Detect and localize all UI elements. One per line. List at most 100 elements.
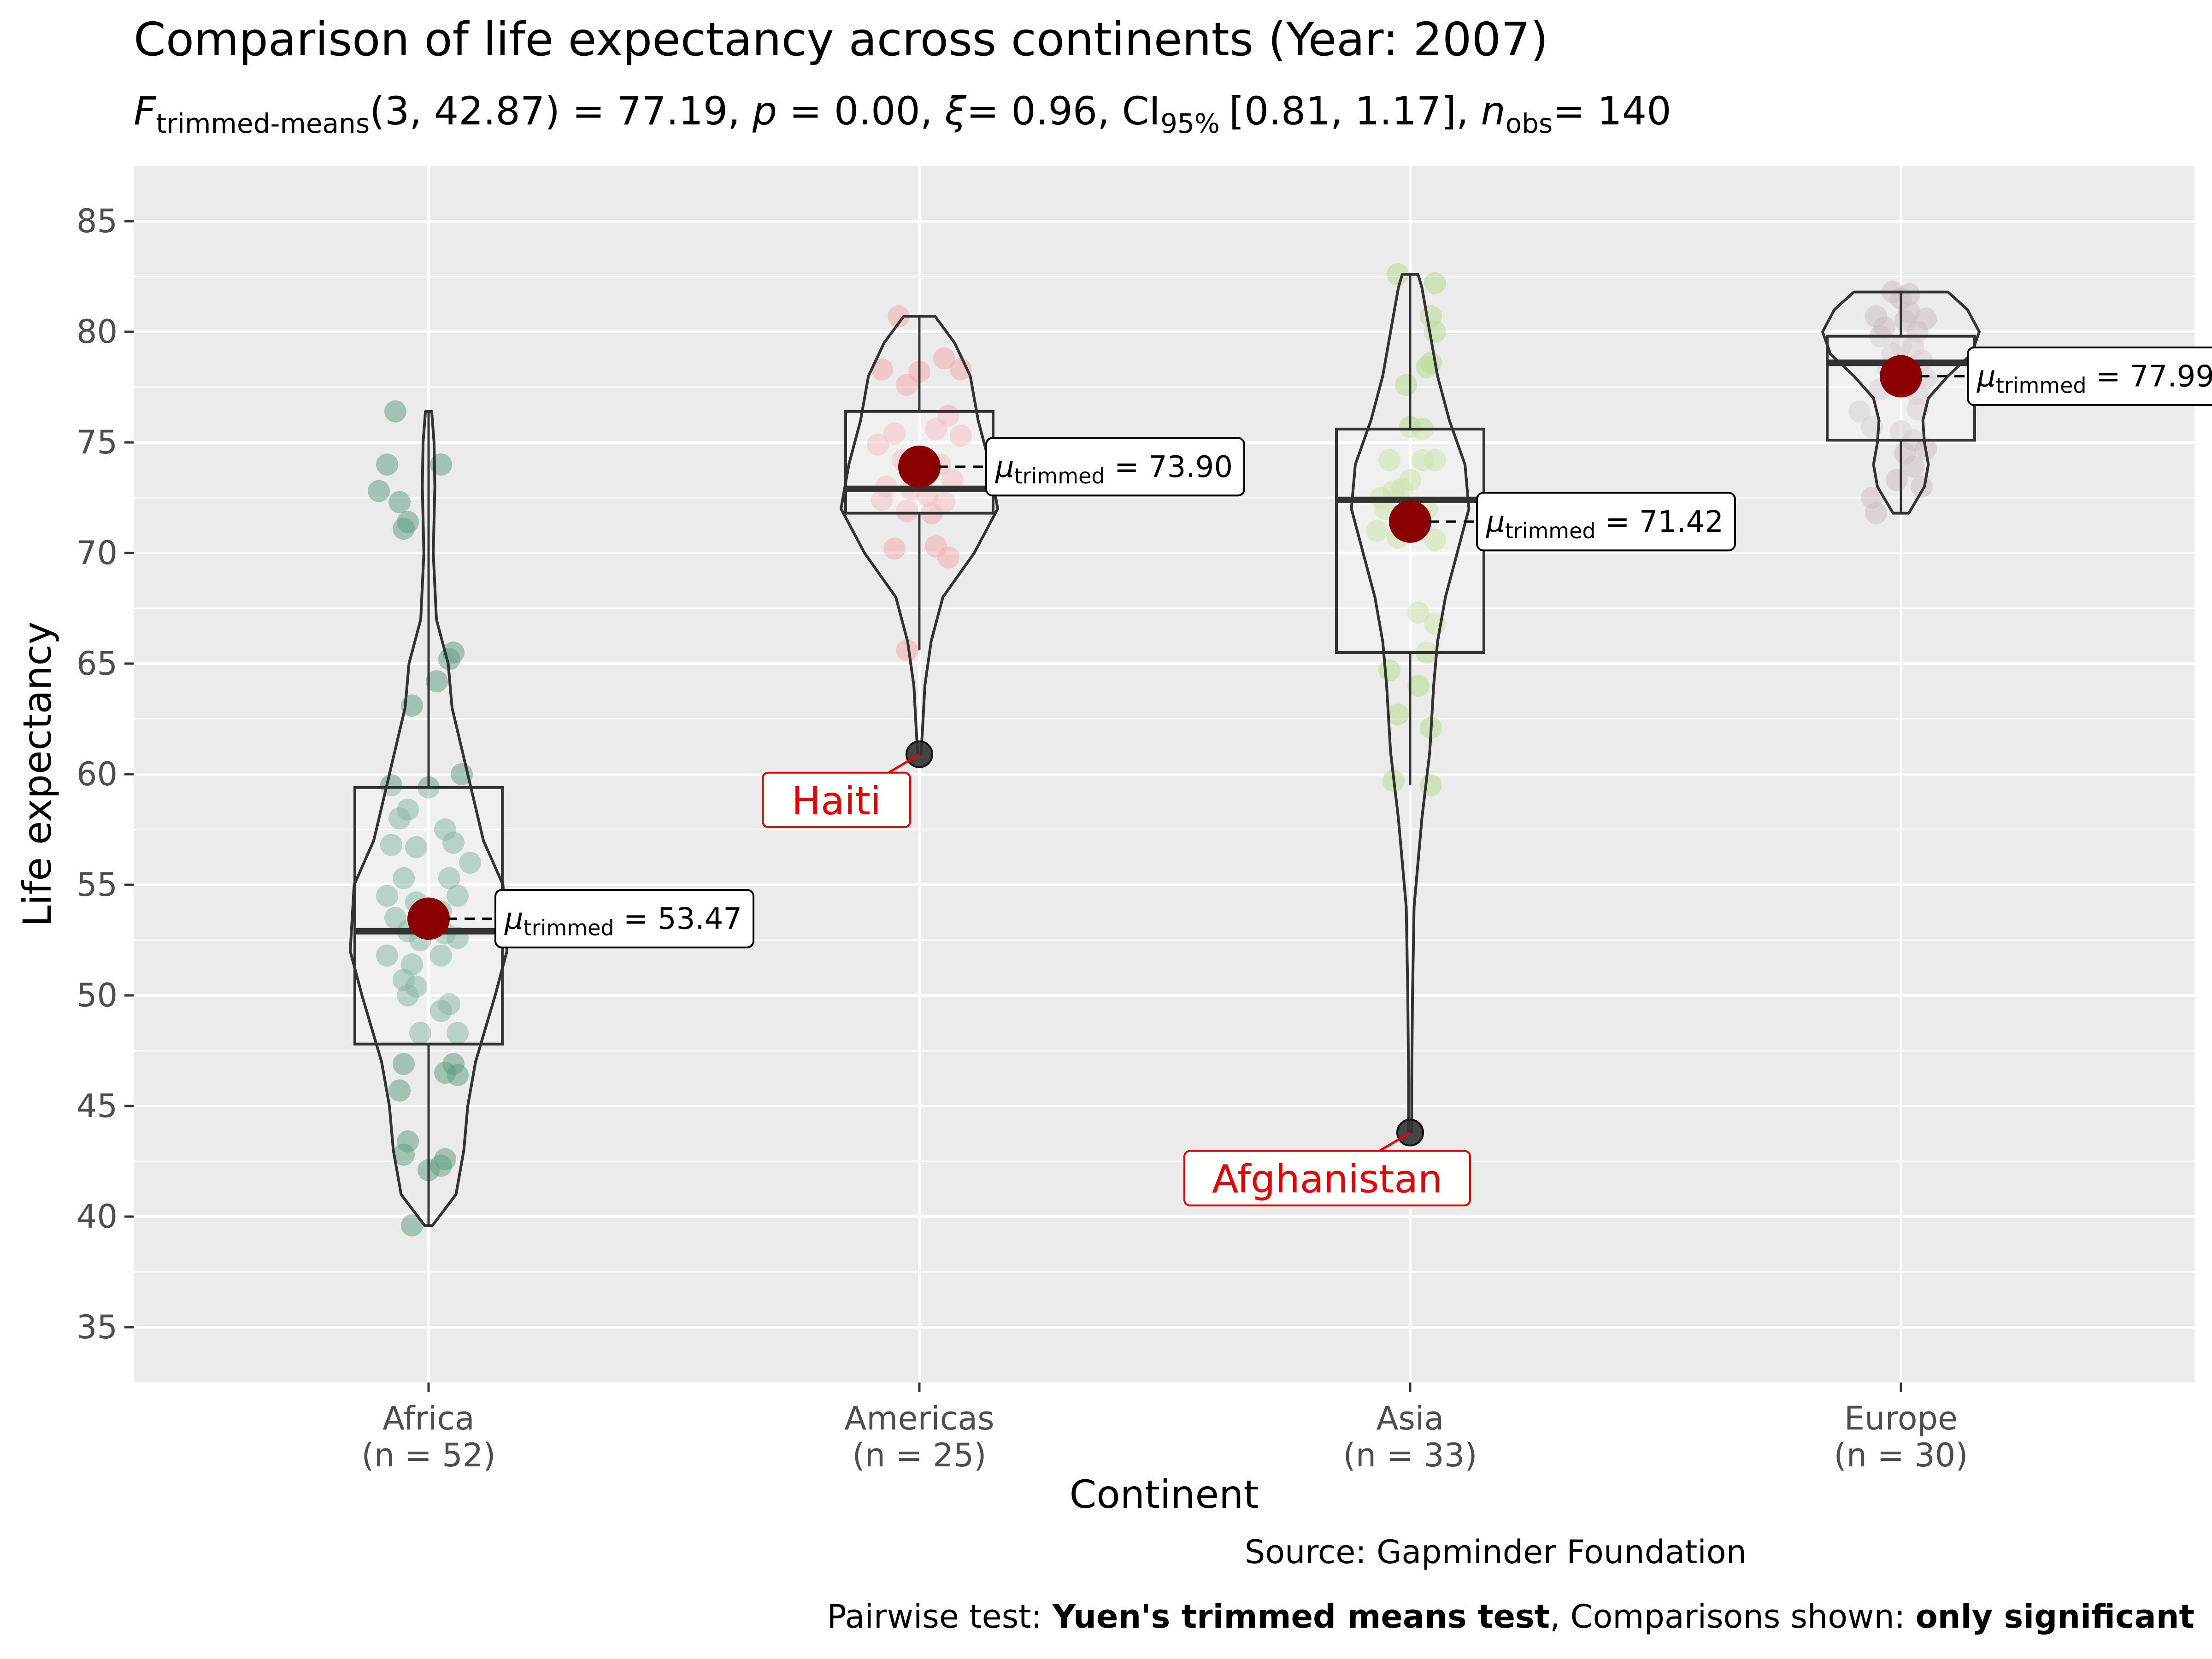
data-point: [1424, 272, 1446, 294]
data-point: [1416, 356, 1438, 378]
y-axis-title: Life expectancy: [15, 622, 60, 927]
subtitle-ci-value: [0.81, 1.17],: [1229, 88, 1469, 134]
x-axis-title: Continent: [1070, 1472, 1259, 1517]
category-group-asia: Afghanistan μtrimmed = 71.42: [1183, 263, 1736, 1206]
y-tick-label: 60: [76, 755, 118, 793]
subtitle-n-value: = 140: [1553, 88, 1671, 134]
mean-label-sub: trimmed: [524, 915, 614, 940]
data-point: [896, 639, 918, 662]
caption-pairwise: Pairwise test: Yuen's trimmed means test…: [827, 1598, 2194, 1635]
x-tick-label: Africa: [382, 1400, 475, 1437]
data-point: [950, 358, 972, 381]
data-point: [1420, 774, 1442, 796]
data-point: [438, 867, 460, 889]
subtitle-n-symbol: n: [1481, 88, 1505, 134]
data-point: [883, 537, 906, 560]
data-point: [1391, 477, 1413, 500]
mean-label-sub: trimmed: [1505, 518, 1596, 543]
caption-pairwise-test: Yuen's trimmed means test: [1052, 1598, 1550, 1635]
data-point: [438, 648, 460, 671]
y-tick-label: 80: [76, 313, 118, 351]
mean-label-box: [1476, 492, 1736, 552]
subtitle-effect-value: = 0.96,: [966, 88, 1110, 134]
data-point: [426, 670, 448, 693]
minor-gridlines: [134, 276, 2194, 1273]
data-point: [401, 1214, 423, 1237]
data-point: [1848, 400, 1871, 423]
data-point: [447, 885, 469, 907]
mean-label-symbol: μ: [1977, 359, 1996, 394]
y-tick-label: 75: [76, 424, 118, 461]
data-point: [937, 546, 959, 569]
subtitle-stat-symbol: F: [134, 88, 157, 134]
data-point: [430, 1000, 452, 1022]
data-point: [393, 1053, 415, 1075]
data-point: [380, 834, 402, 856]
data-point: [384, 400, 406, 423]
data-point: [447, 1064, 469, 1086]
data-point: [950, 424, 972, 447]
y-tick-label: 50: [76, 977, 118, 1014]
violin: [1350, 273, 1471, 1134]
y-tick-label: 40: [76, 1198, 118, 1235]
data-point: [1424, 449, 1446, 471]
violin: [349, 410, 508, 1227]
data-point: [933, 347, 955, 370]
data-point: [393, 518, 415, 540]
data-point: [1395, 374, 1417, 396]
mean-label: μtrimmed = 73.90: [995, 450, 1233, 488]
data-point: [925, 418, 947, 441]
y-axis: 35 40 45 50 55 60 65 70 75 80 85: [76, 202, 134, 1346]
mean-label-value: = 53.47: [614, 902, 742, 936]
data-point: [1366, 520, 1388, 542]
data-point: [941, 469, 964, 491]
mean-label: μtrimmed = 71.42: [1486, 505, 1724, 543]
data-point: [368, 480, 390, 502]
mean-label-value: = 77.99: [2087, 359, 2212, 394]
caption-pairwise-prefix: Pairwise test:: [827, 1598, 1042, 1635]
category-group-europe: μtrimmed = 77.99: [1821, 281, 2212, 524]
subtitle-p-symbol: p: [752, 88, 777, 134]
x-tick-n-label: (n = 30): [1834, 1436, 1968, 1474]
y-tick-label: 35: [76, 1308, 118, 1346]
mean-label-value: = 71.42: [1596, 505, 1724, 539]
data-point: [1407, 675, 1430, 697]
outlier-label: Haiti: [792, 778, 881, 824]
x-tick-n-label: (n = 25): [852, 1436, 986, 1474]
mean-label-box: [985, 437, 1245, 497]
data-point: [442, 831, 465, 854]
data-point: [447, 1022, 469, 1044]
data-point: [405, 836, 427, 859]
subtitle-ci-sub: 95%: [1160, 108, 1220, 139]
outlier-label-box: [762, 771, 911, 828]
data-point: [393, 1143, 415, 1166]
data-point: [888, 305, 910, 328]
data-point: [393, 867, 415, 889]
outlier-label-box: [1183, 1150, 1471, 1206]
data-point: [871, 358, 893, 381]
data-point: [1911, 476, 1933, 498]
caption-comparisons-prefix: , Comparisons shown:: [1550, 1598, 1905, 1635]
x-tick-label: Americas: [844, 1400, 994, 1437]
subtitle-effect-symbol: ξ: [944, 88, 967, 134]
violin: [1821, 290, 1981, 515]
mean-label-box: [1967, 346, 2212, 406]
mean-label-value: = 73.90: [1105, 450, 1233, 484]
mean-label-sub: trimmed: [1014, 464, 1105, 488]
category-group-africa: μtrimmed = 53.47: [349, 400, 754, 1237]
data-point: [397, 984, 419, 1006]
mean-label-symbol: μ: [1486, 505, 1505, 539]
trimmed-mean-point: [407, 897, 450, 940]
data-point: [1387, 703, 1409, 726]
chart-title: Comparison of life expectancy across con…: [134, 12, 1548, 66]
data-point: [430, 944, 452, 967]
mean-label: μtrimmed = 77.99: [1977, 359, 2212, 398]
data-point: [388, 1079, 411, 1102]
mean-label-sub: trimmed: [1996, 373, 2087, 398]
mean-label-symbol: μ: [504, 902, 524, 936]
data-point: [376, 944, 398, 967]
caption-source: Source: Gapminder Foundation: [1245, 1533, 1747, 1571]
mean-label: μtrimmed = 53.47: [504, 902, 742, 940]
category-group-americas: Haiti μtrimmed = 73.90: [762, 305, 1245, 828]
